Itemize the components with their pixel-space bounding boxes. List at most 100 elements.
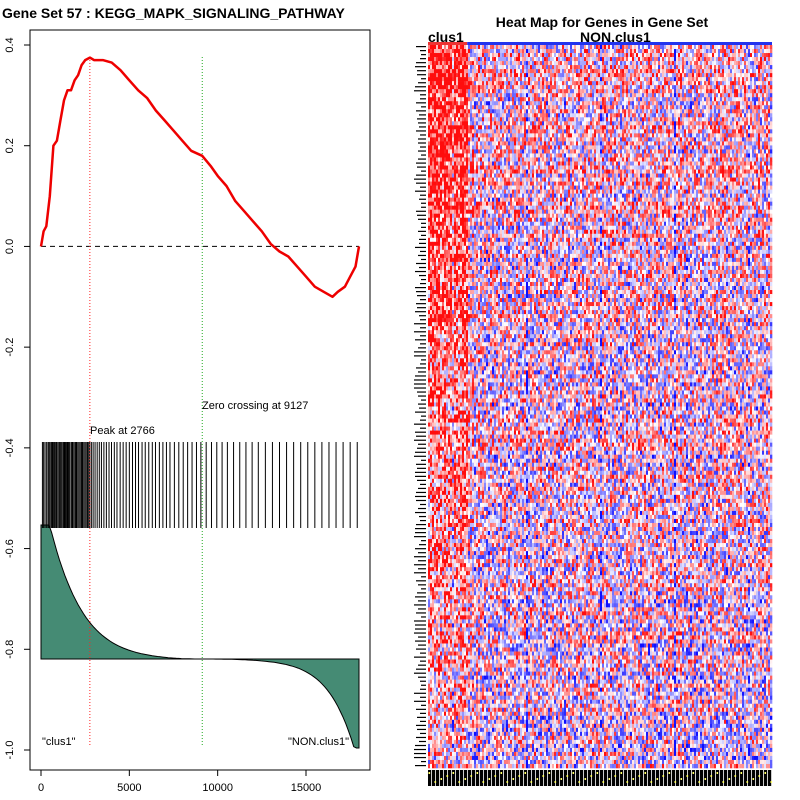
heatmap-cell bbox=[504, 129, 506, 133]
heatmap-cell bbox=[622, 93, 624, 97]
heatmap-cell bbox=[714, 137, 716, 141]
heatmap-cell bbox=[714, 45, 716, 49]
heatmap-cell bbox=[738, 129, 740, 133]
heatmap-cell bbox=[576, 129, 578, 133]
heatmap-cell bbox=[758, 89, 760, 93]
heatmap-cell bbox=[720, 93, 722, 97]
heatmap-cell bbox=[698, 129, 700, 133]
heatmap-cell bbox=[600, 141, 602, 145]
heatmap-cell bbox=[458, 53, 460, 57]
heatmap-cell bbox=[746, 61, 748, 65]
heatmap-cell bbox=[586, 85, 588, 89]
heatmap-cell bbox=[708, 93, 710, 97]
heatmap-cell bbox=[532, 73, 534, 77]
heatmap-cell bbox=[730, 97, 732, 101]
heatmap-cell bbox=[696, 137, 698, 141]
heatmap-cell bbox=[700, 137, 702, 141]
heatmap-cell bbox=[686, 145, 688, 149]
heatmap-cell bbox=[454, 149, 456, 153]
heatmap-cell bbox=[522, 121, 524, 125]
heatmap-cell bbox=[660, 61, 662, 65]
heatmap-cell bbox=[672, 73, 674, 77]
heatmap-cell bbox=[604, 45, 606, 49]
heatmap-cell bbox=[740, 117, 742, 121]
heatmap-cell bbox=[690, 105, 692, 109]
heatmap-cell bbox=[522, 105, 524, 109]
heatmap-cell bbox=[618, 77, 620, 81]
heatmap-cell bbox=[508, 45, 510, 49]
heatmap-cell bbox=[620, 113, 622, 117]
heatmap-cell bbox=[686, 125, 688, 129]
heatmap-cell bbox=[492, 129, 494, 133]
heatmap-cell bbox=[690, 49, 692, 53]
heatmap-cell bbox=[448, 85, 450, 89]
heatmap-cell bbox=[710, 49, 712, 53]
heatmap-cell bbox=[566, 105, 568, 109]
heatmap-cell bbox=[746, 45, 748, 49]
heatmap-cell bbox=[574, 61, 576, 65]
heatmap-cell bbox=[516, 141, 518, 145]
heatmap-cell bbox=[700, 81, 702, 85]
heatmap-cell bbox=[594, 145, 596, 149]
heatmap-cell bbox=[528, 105, 530, 109]
heatmap-cell bbox=[638, 121, 640, 125]
heatmap-cell bbox=[682, 89, 684, 93]
heatmap-cell bbox=[582, 65, 584, 69]
heatmap-cell bbox=[770, 45, 772, 49]
heatmap-cell bbox=[554, 113, 556, 117]
heatmap-cell bbox=[562, 53, 564, 57]
heatmap-cell bbox=[520, 121, 522, 125]
heatmap-cell bbox=[734, 89, 736, 93]
heatmap-cell bbox=[558, 81, 560, 85]
heatmap-cell bbox=[728, 113, 730, 117]
heatmap-cell bbox=[764, 101, 766, 105]
heatmap-cell bbox=[458, 109, 460, 113]
heatmap-cell bbox=[672, 81, 674, 85]
heatmap-cell bbox=[550, 101, 552, 105]
heatmap-cell bbox=[526, 105, 528, 109]
heatmap-cell bbox=[438, 57, 440, 61]
heatmap-cell bbox=[460, 113, 462, 117]
heatmap-cell bbox=[530, 65, 532, 69]
heatmap-cell bbox=[482, 85, 484, 89]
heatmap-cell bbox=[464, 81, 466, 85]
heatmap-cell bbox=[658, 73, 660, 77]
heatmap-cell bbox=[738, 101, 740, 105]
heatmap-cell bbox=[718, 45, 720, 49]
heatmap-cell bbox=[652, 49, 654, 53]
heatmap-cell bbox=[668, 129, 670, 133]
heatmap-cell bbox=[716, 113, 718, 117]
heatmap-cell bbox=[742, 133, 744, 137]
heatmap-cell bbox=[672, 45, 674, 49]
heatmap-cell bbox=[430, 129, 432, 133]
heatmap-cell bbox=[674, 121, 676, 125]
heatmap-cell bbox=[694, 77, 696, 81]
y-tick-label: -0.2 bbox=[4, 338, 16, 357]
heatmap-cell bbox=[562, 113, 564, 117]
heatmap-cell bbox=[624, 49, 626, 53]
heatmap-cell bbox=[620, 61, 622, 65]
heatmap-cell bbox=[482, 69, 484, 73]
heatmap-cells bbox=[428, 45, 772, 768]
heatmap-cell bbox=[674, 113, 676, 117]
heatmap-cell bbox=[482, 81, 484, 85]
heatmap-cell bbox=[546, 89, 548, 93]
heatmap-cell bbox=[636, 61, 638, 65]
heatmap-cell bbox=[660, 113, 662, 117]
heatmap-cell bbox=[430, 97, 432, 101]
heatmap-cell bbox=[738, 77, 740, 81]
heatmap-cell bbox=[652, 73, 654, 77]
heatmap-cell bbox=[660, 77, 662, 81]
heatmap-cell bbox=[612, 45, 614, 49]
heatmap-cell bbox=[440, 65, 442, 69]
heatmap-cell bbox=[678, 45, 680, 49]
heatmap-cell bbox=[660, 125, 662, 129]
heatmap-cell bbox=[616, 81, 618, 85]
heatmap-cell bbox=[574, 105, 576, 109]
heatmap-cell bbox=[594, 141, 596, 145]
heatmap-cell bbox=[506, 85, 508, 89]
heatmap-cell bbox=[670, 61, 672, 65]
heatmap-cell bbox=[600, 121, 602, 125]
heatmap-cell bbox=[570, 101, 572, 105]
heatmap-cell bbox=[712, 129, 714, 133]
